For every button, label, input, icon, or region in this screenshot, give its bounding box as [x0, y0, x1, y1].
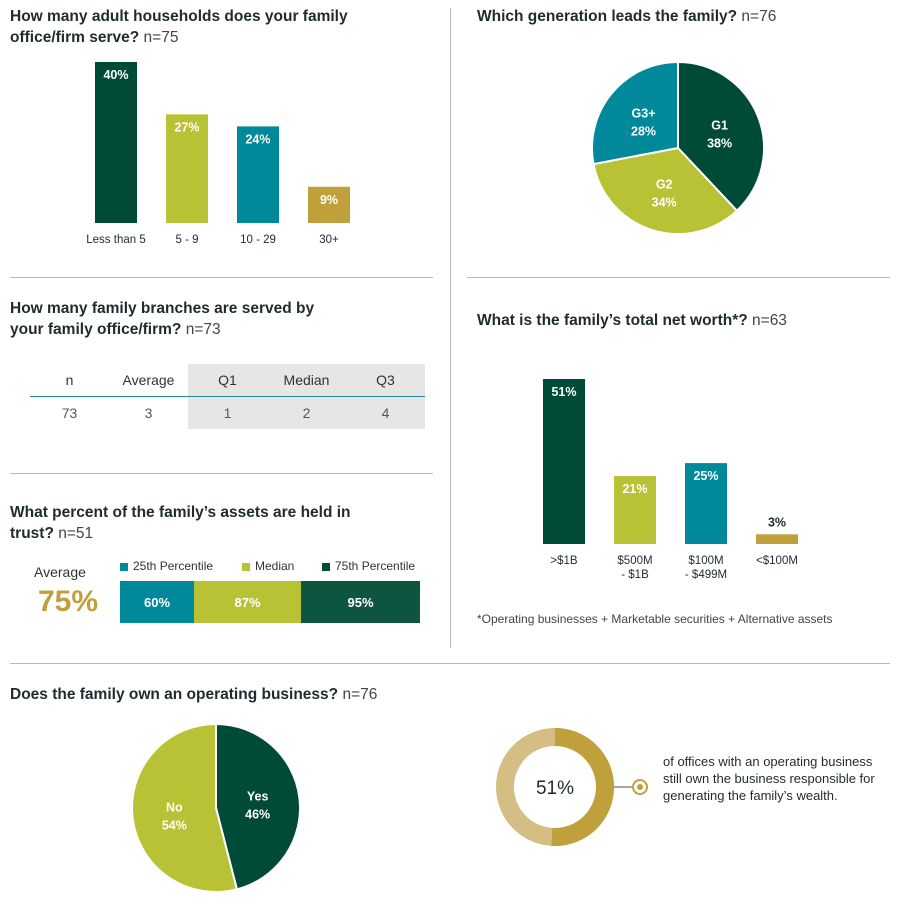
bar-2 [685, 463, 727, 544]
divider-left-1 [10, 277, 433, 278]
legend-swatch-lime [242, 562, 250, 571]
bar-category-line: Less than 5 [86, 234, 146, 246]
bar-value-label-3: 9% [320, 193, 338, 207]
bar-category-label-2: 10 - 29 [218, 233, 298, 247]
bar-category-line: - $1B [621, 569, 649, 581]
pie-value-1: 34% [652, 196, 677, 210]
bar-1 [614, 476, 656, 544]
bar-1 [166, 114, 208, 223]
pie-slice-1 [131, 722, 239, 893]
pie-slice-0 [215, 722, 301, 891]
header-q3: Q3 [346, 364, 425, 397]
bar-value-label-2: 25% [693, 469, 718, 483]
branches-question: How many family branches are served by y… [10, 300, 315, 338]
pie-value-0: 46% [245, 808, 270, 822]
value-median: 2 [267, 396, 346, 429]
value-q1: 1 [188, 396, 267, 429]
donut-share [551, 728, 614, 846]
pie-label-2: G3+ [632, 106, 656, 120]
pie-value-1: 54% [162, 818, 187, 832]
header-median: Median [267, 364, 346, 397]
pie-value-0: 38% [707, 137, 732, 151]
bar-0 [543, 379, 585, 544]
branches-table-header: n Average Q1 Median Q3 [30, 364, 425, 397]
divider-right-1 [467, 277, 890, 278]
operating-question: Does the family own an operating busines… [10, 686, 378, 703]
trust-average-label: Average [34, 564, 86, 580]
donut-callout-dot [637, 784, 643, 790]
bar-category-label-0: >$1B [524, 554, 604, 568]
bar-0 [95, 62, 137, 223]
bar-category-label-1: $500M - $1B [595, 554, 675, 582]
operating-pie-chart: Yes 46% No 54% [131, 722, 301, 893]
vertical-divider [450, 8, 451, 648]
bar-category-label-0: Less than 5 [76, 233, 156, 247]
divider-left-2 [10, 473, 433, 474]
operating-donut-chart: 51% [496, 728, 648, 846]
header-average: Average [109, 364, 188, 397]
donut-center-value: 51% [536, 778, 574, 799]
value-n: 73 [61, 405, 78, 421]
trust-segment-75th: 95% [301, 581, 420, 623]
bar-category-label-3: 30+ [289, 233, 369, 247]
bar-value-label-3: 3% [768, 515, 786, 529]
pie-label-1: No [166, 800, 183, 814]
networth-bar-chart: 51% 21% 25% 3% [543, 379, 798, 544]
pie-value-2: 28% [631, 124, 656, 138]
pie-label-0: Yes [247, 790, 269, 804]
trust-question: What percent of the family’s assets are … [10, 504, 351, 542]
bar-category-line: <$100M [756, 555, 798, 567]
bar-value-label-1: 27% [174, 120, 199, 134]
bar-category-label-3: <$100M [737, 554, 817, 568]
bar-value-label-0: 51% [551, 385, 576, 399]
trust-legend-median: Median [242, 559, 294, 573]
value-q3: 4 [346, 396, 425, 429]
divider-full [10, 663, 890, 664]
trust-average-value: 75% [38, 585, 99, 618]
bar-category-line: 5 - 9 [175, 234, 199, 246]
bar-value-label-1: 21% [622, 482, 647, 496]
trust-segment-25th: 60% [120, 581, 194, 623]
legend-swatch-dark-green [322, 562, 330, 571]
bar-value-label-0: 40% [103, 68, 128, 82]
bar-category-label-2: $100M - $499M [666, 554, 746, 582]
pie-label-1: G2 [656, 178, 673, 192]
pie-slice-0 [677, 60, 765, 213]
bar-3 [308, 186, 350, 223]
bar-category-line: $500M [617, 555, 653, 567]
bar-value-label-2: 24% [245, 132, 270, 146]
pie-slice-2 [591, 60, 679, 166]
bar-category-line: >$1B [550, 555, 578, 567]
bar-category-line: - $499M [684, 569, 728, 581]
trust-legend-25th: 25th Percentile [120, 559, 213, 573]
operating-callout-text: of offices with an operating business st… [663, 754, 875, 803]
trust-segment-median: 87% [194, 581, 301, 623]
bar-category-line: $100M [688, 555, 724, 567]
networth-footnote: *Operating businesses + Marketable secur… [477, 612, 833, 626]
legend-swatch-teal [120, 562, 128, 571]
pie-label-0: G1 [711, 119, 728, 133]
bar-2 [237, 126, 279, 223]
bar-category-line: 10 - 29 [240, 234, 276, 246]
pie-slice-1 [592, 146, 739, 235]
generation-question: Which generation leads the family? n=76 [477, 8, 777, 25]
bar-category-label-1: 5 - 9 [147, 233, 227, 247]
header-n: n [30, 364, 109, 397]
bar-3 [756, 534, 798, 544]
header-q1: Q1 [188, 364, 267, 397]
branches-table: n Average Q1 Median Q3 73 3 1 2 4 [30, 364, 425, 429]
generation-pie-chart: G1 38% G2 34% G3+ 28% [591, 60, 765, 235]
households-bar-chart: 40% 27% 24% 9% [95, 62, 350, 223]
bar-category-line: 30+ [319, 234, 339, 246]
value-average: 3 [144, 405, 153, 421]
branches-table-row: 73 3 1 2 4 [30, 396, 425, 429]
trust-legend-75th: 75th Percentile [322, 559, 415, 573]
networth-question: What is the family’s total net worth*? n… [477, 312, 787, 329]
households-question: How many adult households does your fami… [10, 8, 348, 46]
